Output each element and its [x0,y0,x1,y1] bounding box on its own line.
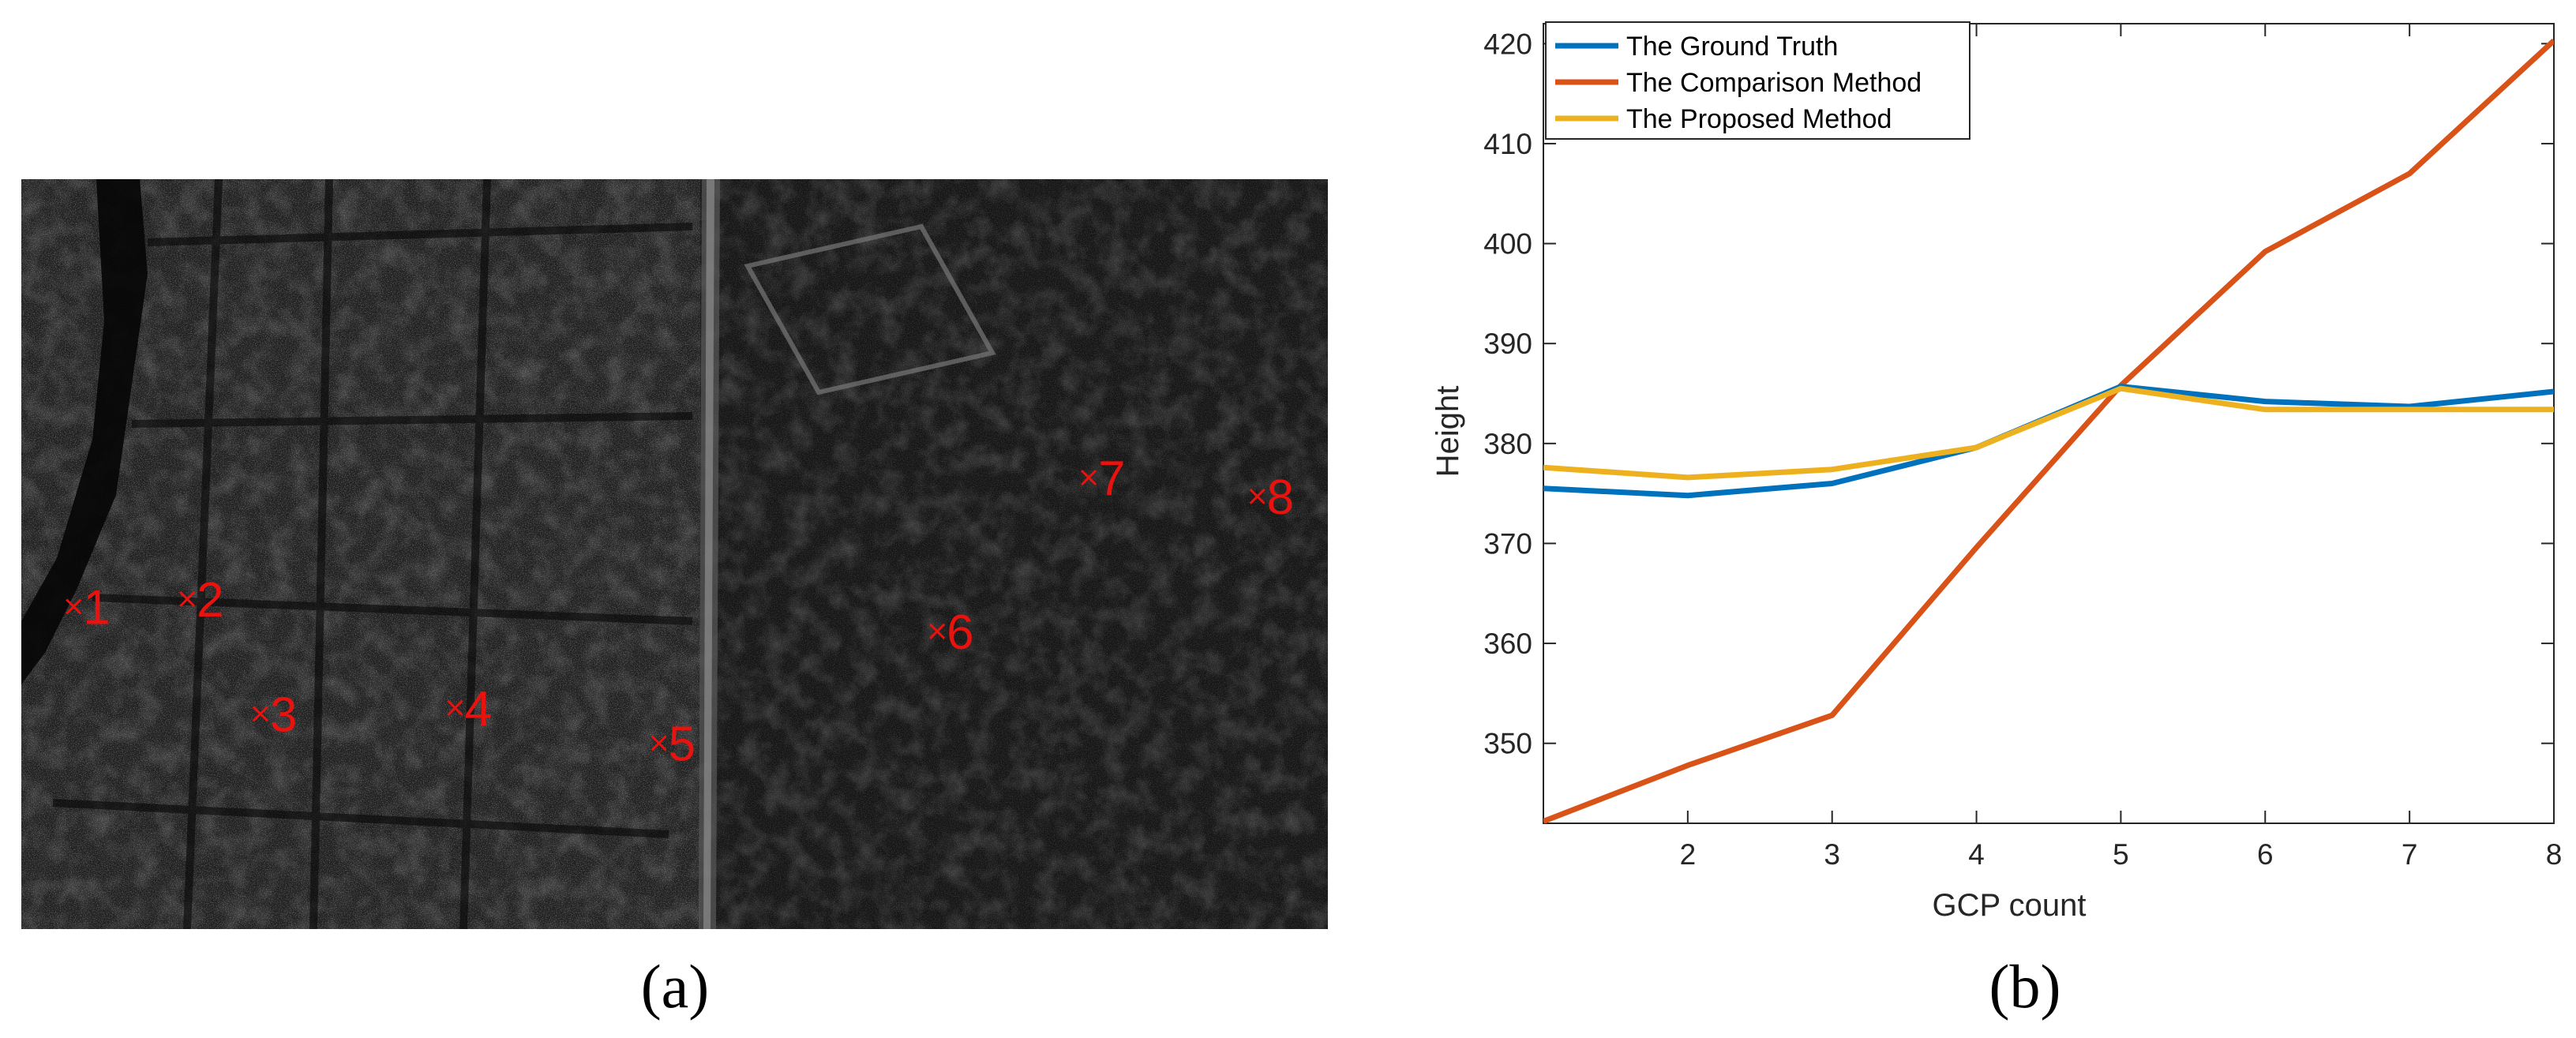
y-axis-label: Height [1430,386,1465,478]
y-tick-label: 350 [1483,728,1532,760]
gcp-marker: 1 [66,581,111,635]
x-tick-label: 2 [1680,838,1697,871]
gcp-marker: 6 [929,605,974,660]
series-line-1 [1543,38,2554,823]
gcp-marker-label: 6 [947,605,973,660]
gcp-marker: 8 [1249,470,1294,525]
sar-image: 1 2 3 4 5 6 7 8 [21,179,1328,929]
y-tick-label: 410 [1483,128,1532,160]
gcp-marker-cross [179,590,196,608]
series-line-2 [1543,385,2554,481]
y-tick-label: 400 [1483,228,1532,260]
y-tick-label: 360 [1483,628,1532,660]
panel-b-caption: (b) [1989,952,2061,1021]
x-tick-label: 6 [2257,838,2274,871]
gcp-marker-cross [66,598,82,615]
gcp-marker-label: 5 [669,717,696,771]
y-tick-label: 420 [1483,28,1532,60]
panel-a-caption: (a) [640,952,710,1021]
gcp-marker: 7 [1081,452,1126,506]
gcp-marker: 5 [651,717,696,771]
gcp-marker: 2 [179,573,224,628]
gcp-marker-cross [929,623,946,639]
gcp-marker-cross [447,699,463,716]
legend-entry: The Ground Truth [1626,32,1838,62]
plot-area-frame [1543,23,2555,824]
x-axis-label: GCP count [1933,888,2087,923]
gcp-marker-label: 1 [83,581,110,635]
legend-entry: The Proposed Method [1626,104,1892,134]
gcp-marker-label: 7 [1098,452,1125,506]
y-tick-label: 390 [1483,328,1532,360]
x-tick-label: 4 [1968,838,1985,871]
legend-entry: The Comparison Method [1626,68,1922,98]
gcp-marker-label: 8 [1267,470,1294,525]
x-tick-label: 3 [1824,838,1840,871]
gcp-marker-cross [1249,488,1266,504]
gcp-marker: 4 [447,682,492,736]
gcp-marker-label: 3 [270,688,297,742]
y-tick-label: 370 [1483,527,1532,560]
gcp-marker-cross [1081,470,1097,486]
gcp-marker: 3 [252,688,297,742]
gcp-marker-cross [252,706,268,722]
gcp-marker-label: 4 [464,682,491,736]
x-tick-label: 7 [2402,838,2418,871]
gcp-marker-label: 2 [197,573,223,628]
y-tick-label: 380 [1483,428,1532,460]
x-tick-label: 5 [2113,838,2129,871]
x-tick-label: 8 [2546,838,2563,871]
gcp-marker-cross [651,735,667,751]
